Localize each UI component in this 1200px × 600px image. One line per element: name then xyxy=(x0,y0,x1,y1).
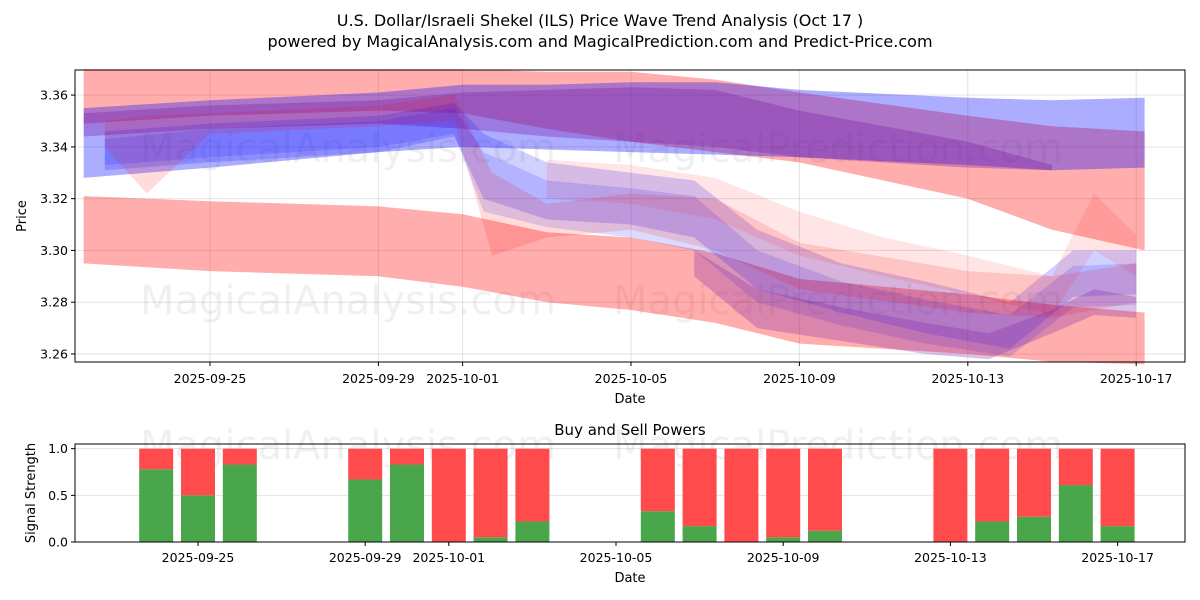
sell-bar xyxy=(724,448,759,542)
price-x-tick-label: 2025-10-13 xyxy=(931,371,1004,386)
price-grid xyxy=(75,70,1185,362)
price-band-purple-low-wave xyxy=(694,250,1137,360)
sell-bar xyxy=(682,448,717,527)
signal-y-axis-label: Signal Strength xyxy=(24,443,39,543)
signal-x-tick-label: 2025-10-09 xyxy=(747,550,820,565)
buy-bar xyxy=(473,537,508,542)
chart-title: U.S. Dollar/Israeli Shekel (ILS) Price W… xyxy=(337,11,863,30)
price-x-tick-label: 2025-09-29 xyxy=(342,371,415,386)
price-y-tick-label: 3.26 xyxy=(40,346,68,361)
price-y-ticks: 3.26 3.28 3.30 3.32 3.34 3.36 xyxy=(40,88,75,361)
sell-bar xyxy=(933,448,968,542)
sell-bar xyxy=(473,448,508,538)
signal-y-ticks: 0.0 0.5 1.0 xyxy=(48,441,75,550)
signal-x-ticks: 2025-09-25 2025-09-29 2025-10-01 2025-10-05… xyxy=(162,542,1154,565)
price-x-tick-label: 2025-10-17 xyxy=(1100,371,1173,386)
signal-bars xyxy=(139,448,1135,542)
signal-plot: Buy and Sell Powers MagicalAnalysis.com M… xyxy=(24,421,1186,586)
sell-bar xyxy=(139,448,174,470)
signal-x-tick-label: 2025-10-17 xyxy=(1081,550,1154,565)
watermark-text: MagicalAnalysis.com xyxy=(140,278,556,324)
signal-y-tick-label: 0.5 xyxy=(48,488,68,503)
signal-plot-frame xyxy=(74,443,1186,543)
watermark-text: MagicalPrediction.com xyxy=(613,126,1063,172)
buy-bar xyxy=(139,469,174,542)
price-band-blue-wave-1 xyxy=(104,102,1137,349)
price-y-axis-label: Price xyxy=(15,200,30,232)
price-band-red-wave-2 xyxy=(546,159,1137,316)
buy-bar xyxy=(1100,526,1135,542)
price-x-tick-label: 2025-10-01 xyxy=(426,371,499,386)
price-y-tick-label: 3.28 xyxy=(40,295,68,310)
sell-bar xyxy=(348,448,383,480)
signal-x-tick-label: 2025-10-05 xyxy=(580,550,653,565)
signal-y-tick-label: 0.0 xyxy=(48,535,68,550)
price-band-red-band-upper xyxy=(83,69,1145,251)
sell-bar xyxy=(640,448,675,512)
price-band-blue-band-upper xyxy=(83,82,1145,178)
buy-bar xyxy=(222,464,257,542)
price-x-axis-label: Date xyxy=(614,392,645,407)
signal-x-axis-label: Date xyxy=(614,571,645,586)
price-band-blue-wave-2 xyxy=(104,108,1137,357)
price-x-ticks: 2025-09-25 2025-09-29 2025-10-01 2025-10-05… xyxy=(174,362,1173,386)
watermark-text: MagicalPrediction.com xyxy=(613,278,1063,324)
sell-bar xyxy=(390,448,424,465)
price-band-red-band-lower xyxy=(83,196,1145,365)
sell-bar xyxy=(222,448,257,465)
price-band-red-wave-1 xyxy=(104,95,1137,318)
buy-bar xyxy=(515,521,550,542)
price-plot-frame xyxy=(74,69,1186,363)
sell-bar xyxy=(808,448,842,531)
buy-bar xyxy=(682,526,717,542)
sell-bar xyxy=(975,448,1010,522)
sell-bar xyxy=(1100,448,1135,527)
sell-bar xyxy=(1017,448,1051,517)
signal-x-tick-label: 2025-10-01 xyxy=(412,550,485,565)
watermark-text: MagicalAnalysis.com xyxy=(140,126,556,172)
price-y-tick-label: 3.30 xyxy=(40,243,68,258)
sell-bar xyxy=(181,448,215,496)
buy-bar xyxy=(181,495,215,542)
buy-bar xyxy=(640,511,675,542)
buy-bar xyxy=(766,537,801,542)
price-y-tick-label: 3.34 xyxy=(40,139,68,154)
sell-bar xyxy=(766,448,801,538)
price-x-tick-label: 2025-09-25 xyxy=(174,371,247,386)
buy-bar xyxy=(348,479,383,542)
signal-plot-title: Buy and Sell Powers xyxy=(554,421,706,439)
buy-bar xyxy=(1058,485,1093,542)
price-y-tick-label: 3.36 xyxy=(40,88,68,103)
sell-bar xyxy=(515,448,550,522)
sell-bar xyxy=(431,448,466,542)
buy-bar xyxy=(975,521,1010,542)
price-band-purple-main-band xyxy=(83,87,1052,171)
price-y-tick-label: 3.32 xyxy=(40,191,68,206)
signal-x-tick-label: 2025-09-29 xyxy=(329,550,402,565)
signal-x-tick-label: 2025-09-25 xyxy=(162,550,235,565)
price-plot: MagicalAnalysis.com MagicalPrediction.com… xyxy=(15,69,1186,407)
price-bands xyxy=(83,69,1145,365)
signal-x-tick-label: 2025-10-13 xyxy=(914,550,987,565)
price-x-tick-label: 2025-10-05 xyxy=(595,371,668,386)
chart-subtitle: powered by MagicalAnalysis.com and Magic… xyxy=(267,32,932,51)
buy-bar xyxy=(1017,516,1051,542)
price-x-tick-label: 2025-10-09 xyxy=(763,371,836,386)
signal-y-tick-label: 1.0 xyxy=(48,441,68,456)
sell-bar xyxy=(1058,448,1093,486)
buy-bar xyxy=(808,530,842,542)
price-watermarks: MagicalAnalysis.com MagicalPrediction.com… xyxy=(140,126,1063,324)
buy-bar xyxy=(390,464,424,542)
